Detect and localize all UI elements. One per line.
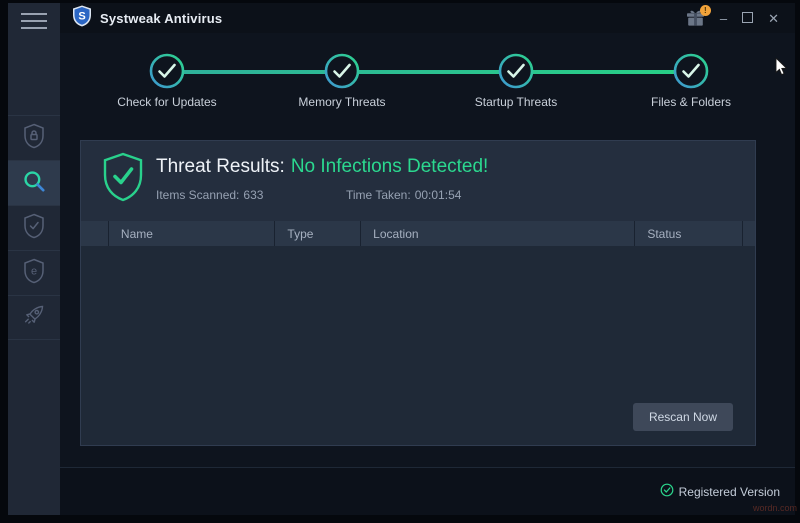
minimize-button[interactable]: – bbox=[719, 10, 728, 26]
step-label: Check for Updates bbox=[117, 95, 217, 109]
shield-lock-icon bbox=[22, 123, 46, 154]
column-header-name[interactable]: Name bbox=[109, 221, 276, 246]
search-icon bbox=[21, 168, 47, 199]
shield-check-icon bbox=[22, 213, 46, 244]
offers-gift-icon[interactable]: ! bbox=[686, 5, 711, 26]
sidebar-item-security[interactable] bbox=[8, 205, 60, 250]
step-done-icon bbox=[324, 53, 360, 89]
step-files-folders: Files & Folders bbox=[621, 51, 761, 109]
column-header-location[interactable]: Location bbox=[361, 221, 636, 246]
stepper-connector-line bbox=[167, 70, 691, 74]
scan-progress-stepper: Check for Updates Memory Threats Startup… bbox=[60, 33, 795, 118]
registered-check-icon bbox=[660, 483, 674, 500]
results-table-header: Name Type Location Status bbox=[81, 221, 755, 246]
close-button[interactable]: ✕ bbox=[768, 10, 779, 26]
mouse-cursor-icon bbox=[775, 56, 788, 81]
table-header-spacer bbox=[81, 221, 109, 246]
sidebar: e bbox=[8, 3, 60, 515]
step-label: Files & Folders bbox=[650, 95, 732, 109]
step-check-for-updates: Check for Updates bbox=[97, 51, 237, 109]
time-taken-stat: Time Taken: 00:01:54 bbox=[346, 188, 462, 202]
step-startup-threats: Startup Threats bbox=[446, 51, 586, 109]
shield-e-icon: e bbox=[22, 258, 46, 289]
sidebar-item-protection[interactable] bbox=[8, 115, 60, 160]
table-header-end-spacer bbox=[743, 221, 755, 246]
titlebar: S Systweak Antivirus ! – ✕ bbox=[60, 3, 795, 33]
registered-version-label: Registered Version bbox=[678, 484, 780, 499]
step-label: Memory Threats bbox=[298, 95, 386, 109]
threat-results-card: Threat Results: No Infections Detected! I… bbox=[80, 140, 756, 446]
svg-text:e: e bbox=[31, 265, 37, 277]
rescan-now-button[interactable]: Rescan Now bbox=[632, 403, 733, 431]
main-area: S Systweak Antivirus ! – ✕ bbox=[60, 3, 795, 515]
svg-text:S: S bbox=[78, 10, 85, 22]
maximize-button[interactable] bbox=[742, 11, 754, 25]
column-header-status[interactable]: Status bbox=[635, 221, 743, 246]
step-label: Startup Threats bbox=[474, 95, 558, 109]
menu-icon[interactable] bbox=[21, 13, 47, 34]
results-title-label: Threat Results: bbox=[156, 156, 285, 177]
step-done-icon bbox=[498, 53, 534, 89]
sidebar-item-web-protection[interactable]: e bbox=[8, 250, 60, 295]
results-status: No Infections Detected! bbox=[290, 156, 489, 177]
app-logo-icon: S bbox=[72, 5, 92, 32]
notification-badge: ! bbox=[699, 5, 711, 16]
step-memory-threats: Memory Threats bbox=[272, 51, 412, 109]
column-header-type[interactable]: Type bbox=[275, 221, 362, 246]
sidebar-item-scan[interactable] bbox=[8, 160, 60, 205]
watermark-text: wordn.com bbox=[752, 503, 797, 513]
footer-bar: Registered Version bbox=[60, 467, 795, 515]
results-title: Threat Results: No Infections Detected! bbox=[156, 156, 488, 178]
step-done-icon bbox=[149, 53, 185, 89]
app-title: Systweak Antivirus bbox=[100, 10, 223, 26]
result-shield-check-icon bbox=[101, 152, 145, 207]
sidebar-nav: e bbox=[8, 115, 60, 340]
sidebar-item-optimizer[interactable] bbox=[8, 295, 60, 340]
items-scanned-stat: Items Scanned: 633 bbox=[156, 188, 264, 202]
step-done-icon bbox=[673, 53, 709, 89]
titlebar-controls: ! – ✕ bbox=[686, 5, 795, 26]
rocket-icon bbox=[22, 303, 46, 332]
